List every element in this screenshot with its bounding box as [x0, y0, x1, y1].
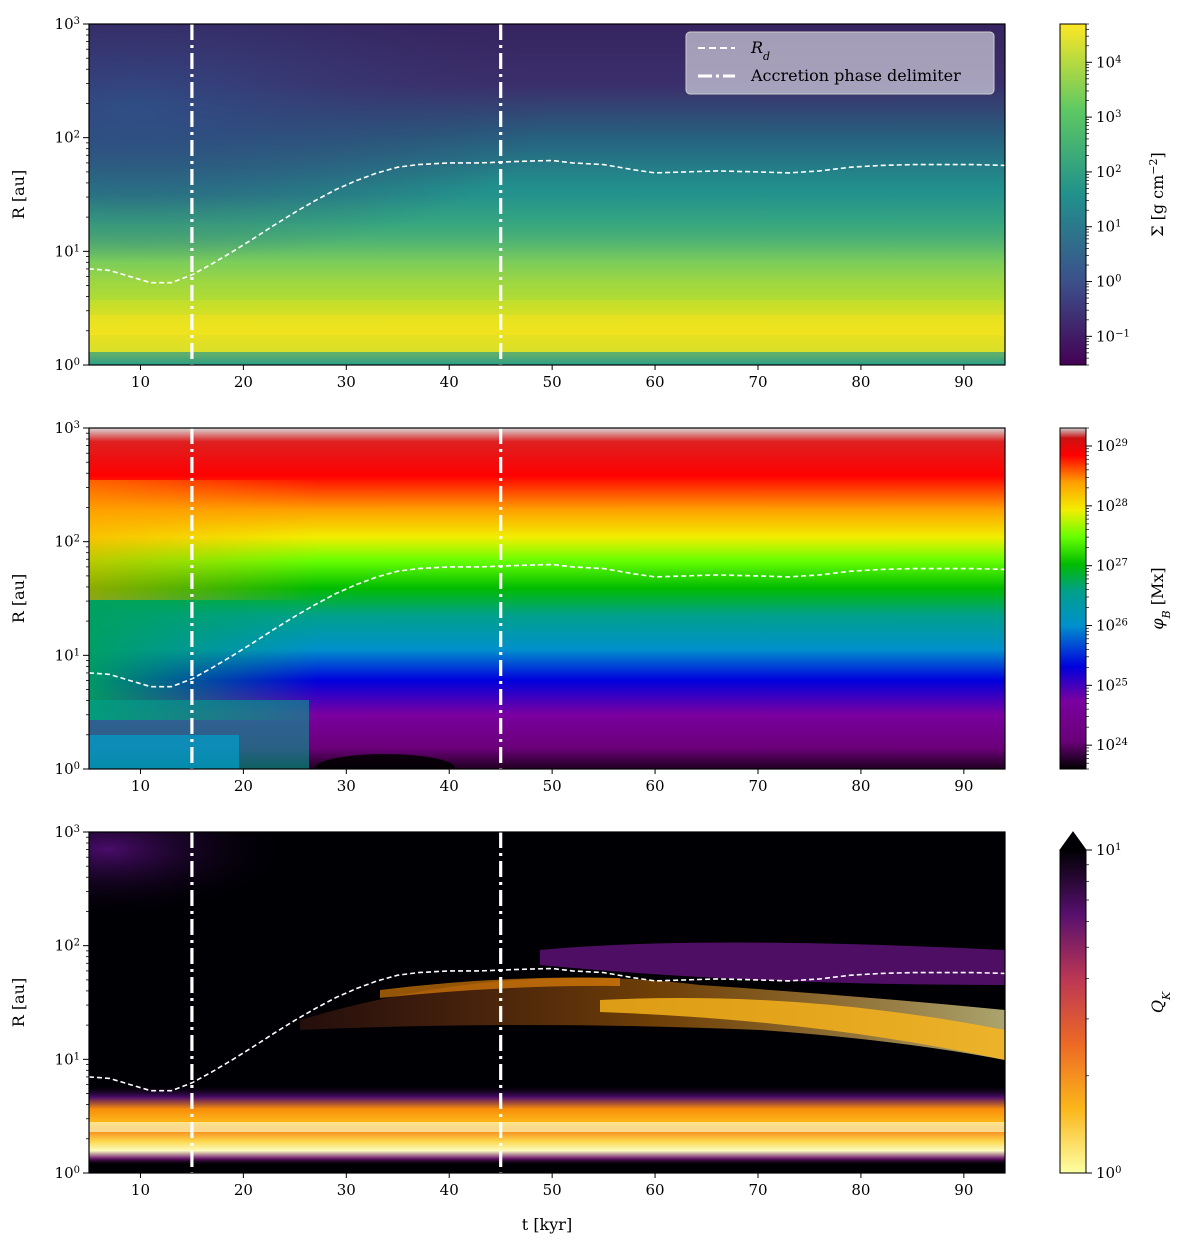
- colorbar-tick-label: 1026: [1096, 617, 1128, 635]
- colorbar-tick-label: 1027: [1096, 557, 1128, 575]
- x-tick-label: 60: [646, 1181, 665, 1199]
- x-tick-label: 20: [234, 1181, 253, 1199]
- x-tick-label: 40: [440, 777, 459, 795]
- colorbar-surface-density: 10−1 100 101 102 103 104 Σ [g cm−2]: [1059, 23, 1168, 366]
- disk-radius-line: [88, 563, 1006, 688]
- heatmap-toomre-q: [89, 832, 1005, 1173]
- colorbar-ticks: 100 101: [1086, 841, 1121, 1182]
- colorbar-gradient: [1059, 23, 1087, 366]
- x-tick-label: 90: [954, 777, 973, 795]
- colorbar-gradient: [1059, 849, 1087, 1174]
- panel-magnetic-flux: 10 20 30 40 50 60 70 80 90 100 101 102 103 R [au] 1…: [9, 419, 1173, 795]
- x-tick-label: 90: [954, 373, 973, 391]
- y-tick-label: 103: [55, 419, 80, 437]
- x-tick-label: 80: [851, 777, 870, 795]
- colorbar-tick-label: 1028: [1096, 497, 1128, 515]
- x-tick-label: 30: [337, 373, 356, 391]
- colorbar-magnetic-flux: 1024 1025 1026 1027 1028 1029 φB [Mx]: [1059, 427, 1173, 770]
- x-tick-label: 50: [543, 777, 562, 795]
- y-axis-label: R [au]: [9, 574, 28, 623]
- x-tick-label: 60: [646, 777, 665, 795]
- x-tick-label: 60: [646, 373, 665, 391]
- x-tick-label: 50: [543, 1181, 562, 1199]
- dashline-layer-1: [88, 24, 1006, 365]
- panel-toomre-q: 10 20 30 40 50 60 70 80 90 100 101 102 103 R [au] t…: [9, 823, 1173, 1234]
- x-tick-label: 10: [131, 777, 150, 795]
- x-tick-label: 40: [440, 373, 459, 391]
- axes-frame: [88, 427, 1006, 770]
- colorbar-toomre-q: 100 101 QK: [1059, 831, 1173, 1182]
- y-tick-label: 100: [55, 356, 80, 374]
- x-tick-label: 30: [337, 1181, 356, 1199]
- colorbar-tick-label: 1024: [1096, 736, 1128, 754]
- panel-surface-density: 10 20 30 40 50 60 70 80 90 100 101 102 103 R [au] R…: [9, 15, 1167, 391]
- colorbar-extend-arrow: [1059, 831, 1087, 851]
- colorbar-tick-label: 1029: [1096, 437, 1128, 455]
- colorbar-label: Σ [g cm−2]: [1147, 152, 1168, 237]
- legend-box: [685, 31, 995, 95]
- axes-frame: [88, 831, 1006, 1174]
- colorbar-tick-label: 100: [1096, 273, 1121, 291]
- y-axis: 100 101 102 103: [55, 419, 89, 778]
- x-tick-label: 10: [131, 1181, 150, 1199]
- axes-frame: [88, 23, 1006, 366]
- dashline-layer-2: [88, 428, 1006, 769]
- colorbar-gradient: [1059, 427, 1087, 770]
- colorbar-tick-label: 104: [1096, 53, 1121, 71]
- x-tick-label: 20: [234, 373, 253, 391]
- x-axis: 10 20 30 40 50 60 70 80 90: [131, 769, 973, 795]
- y-tick-label: 101: [55, 1050, 80, 1068]
- x-tick-label: 20: [234, 777, 253, 795]
- colorbar-tick-label: 101: [1096, 841, 1121, 859]
- colorbar-tick-label: 10−1: [1096, 327, 1130, 345]
- y-axis-label: R [au]: [9, 978, 28, 1027]
- x-axis: 10 20 30 40 50 60 70 80 90: [131, 1173, 973, 1199]
- colorbar-label: φB [Mx]: [1148, 567, 1173, 629]
- y-tick-label: 101: [55, 646, 80, 664]
- x-tick-label: 50: [543, 373, 562, 391]
- heatmap-magnetic-flux: [89, 428, 1005, 769]
- colorbar-tick-label: 103: [1096, 108, 1121, 126]
- colorbar-ticks: 10−1 100 101 102 103 104: [1086, 23, 1130, 366]
- legend-rd-label: Rd: [750, 38, 770, 63]
- y-axis: 100 101 102 103: [55, 15, 89, 374]
- legend-delimiter-label: Accretion phase delimiter: [750, 66, 961, 85]
- y-axis-label: R [au]: [9, 170, 28, 219]
- y-tick-label: 102: [55, 129, 80, 147]
- disk-radius-line: [88, 967, 1006, 1092]
- y-tick-label: 101: [55, 242, 80, 260]
- colorbar-tick-label: 102: [1096, 163, 1121, 181]
- x-tick-label: 80: [851, 373, 870, 391]
- x-tick-label: 10: [131, 373, 150, 391]
- colorbar-tick-label: 100: [1096, 1164, 1121, 1182]
- x-axis-label: t [kyr]: [522, 1215, 572, 1234]
- x-tick-label: 80: [851, 1181, 870, 1199]
- legend: Rd Accretion phase delimiter: [685, 31, 995, 95]
- x-tick-label: 30: [337, 777, 356, 795]
- colorbar-label: QK: [1148, 991, 1173, 1013]
- y-tick-label: 102: [55, 533, 80, 551]
- y-tick-label: 103: [55, 823, 80, 841]
- y-tick-label: 102: [55, 937, 80, 955]
- x-tick-label: 90: [954, 1181, 973, 1199]
- dashline-layer-3: [88, 832, 1006, 1173]
- y-tick-label: 100: [55, 760, 80, 778]
- colorbar-ticks: 1024 1025 1026 1027 1028 1029: [1086, 427, 1128, 770]
- y-axis: 100 101 102 103: [55, 823, 89, 1182]
- disk-radius-line: [88, 159, 1006, 284]
- x-tick-label: 70: [748, 1181, 767, 1199]
- y-tick-label: 103: [55, 15, 80, 33]
- x-axis: 10 20 30 40 50 60 70 80 90: [131, 365, 973, 391]
- colorbar-tick-label: 101: [1096, 218, 1121, 236]
- y-tick-label: 100: [55, 1164, 80, 1182]
- x-tick-label: 70: [748, 777, 767, 795]
- colorbar-tick-label: 1025: [1096, 676, 1128, 694]
- x-tick-label: 40: [440, 1181, 459, 1199]
- x-tick-label: 70: [748, 373, 767, 391]
